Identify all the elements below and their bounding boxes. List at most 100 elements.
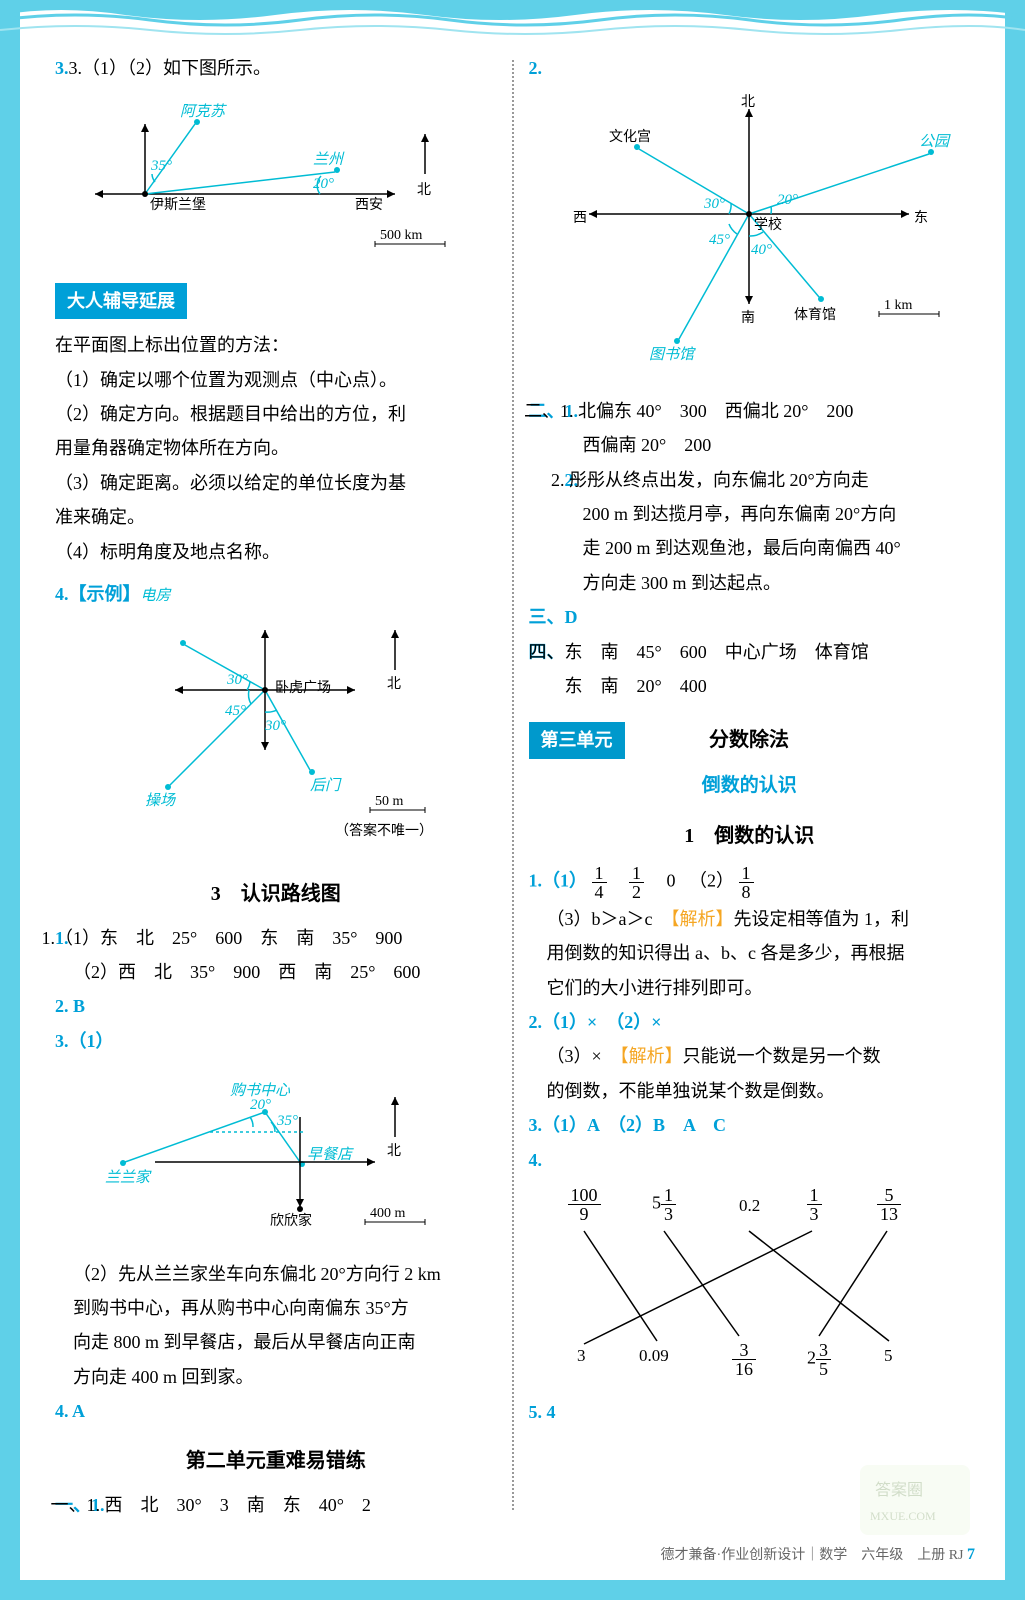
q4-label: 4.【示例】电房 (55, 578, 497, 610)
r4b: 东 南 20° 400 (529, 670, 971, 702)
svg-text:45°: 45° (225, 703, 246, 719)
svg-text:兰兰家: 兰兰家 (105, 1169, 152, 1186)
s3-q3-2a: （2）先从兰兰家坐车向东偏北 20°方向行 2 km (55, 1258, 497, 1290)
right-column: 2. 30° 20° (514, 50, 986, 1523)
r2-2d: 方向走 300 m 到达起点。 (529, 567, 971, 599)
svg-text:0.2: 0.2 (739, 1196, 760, 1215)
diagram-2-svg: 30° 45° 30° 卧虎广场 后门 操场 北 50 m (55, 620, 475, 850)
tip-line-2: （2）确定方向。根据题目中给出的方位，利 (55, 398, 497, 430)
frac-1-4: 14 (592, 864, 607, 901)
s3-q3-2c: 向走 800 m 到早餐店，最后从早餐店向正南 (55, 1326, 497, 1358)
sec1-title: 1 倒数的认识 (529, 818, 971, 854)
q2-1: 2.（1）× （2）× (529, 1006, 971, 1038)
q3: 3.（1）A （2）B A C (529, 1109, 971, 1141)
q2-3a: （3）× 【解析】只能说一个数是另一个数 (529, 1040, 971, 1072)
svg-text:40°: 40° (751, 242, 772, 258)
svg-text:500 km: 500 km (380, 228, 423, 243)
diagram-4: 30° 20° 45° 40° 文化宫 公园 学校 体育馆 图书馆 北 南 东 … (529, 94, 971, 384)
tip-line-6: （4）标明角度及地点名称。 (55, 536, 497, 568)
svg-text:西安: 西安 (355, 197, 383, 213)
q1-3d: 它们的大小进行排列即可。 (529, 972, 971, 1004)
svg-text:体育馆: 体育馆 (794, 307, 836, 323)
q4-label: 4. (529, 1144, 971, 1176)
s3-q1-1: 1.1.（1）东 北 25° 600 东 南 35° 900 (55, 922, 497, 954)
tip-line-0: 在平面图上标出位置的方法： (55, 329, 497, 361)
watermark-logo: 答案圈 MXUE.COM (860, 1465, 970, 1545)
r3: 三、D (529, 601, 971, 633)
svg-text:3: 3 (577, 1346, 586, 1365)
q1-3a: （3）b＞a＞c 【解析】先设定相等值为 1，利 (529, 903, 971, 935)
svg-text:北: 北 (387, 676, 401, 692)
svg-text:学校: 学校 (754, 216, 782, 233)
svg-text:1 km: 1 km (884, 298, 913, 313)
unit3-title: 分数除法 (709, 729, 789, 751)
svg-text:兰州: 兰州 (313, 151, 345, 168)
svg-text:20°: 20° (313, 176, 334, 192)
s3-q2: 2. B (55, 990, 497, 1022)
s3-q3-2d: 方向走 400 m 回到家。 (55, 1361, 497, 1393)
tip-line-3: 用量角器确定物体所在方向。 (55, 432, 497, 464)
svg-text:北: 北 (417, 182, 431, 198)
cross-svg: 1009 513 0.2 13 513 3 0.09 316 235 5 (529, 1186, 949, 1376)
s3-q3-2b: 到购书中心，再从购书中心向南偏东 35°方 (55, 1292, 497, 1324)
tip-title: 大人辅导延展 (55, 283, 187, 319)
svg-text:5: 5 (884, 1346, 893, 1365)
svg-text:20°: 20° (250, 1097, 271, 1113)
r2-1a: 二、1.二、1. 北偏东 40° 300 西偏北 20° 200 (529, 395, 971, 427)
diagram-2: 30° 45° 30° 卧虎广场 后门 操场 北 50 m (55, 620, 497, 860)
svg-text:30°: 30° (226, 672, 248, 688)
svg-text:400 m: 400 m (370, 1206, 406, 1221)
q1-line: 1.（1） 14 12 0 （2） 18 (529, 864, 971, 901)
svg-text:购书中心: 购书中心 (230, 1082, 291, 1099)
wave-border-top (0, 0, 1025, 40)
svg-text:公园: 公园 (919, 133, 951, 150)
svg-text:35°: 35° (276, 1113, 298, 1129)
unit3-header: 第三单元 分数除法 (529, 722, 971, 758)
page-footer: 德才兼备·作业创新设计｜数学 六年级 上册 RJ 7 (661, 1541, 975, 1570)
tip-line-1: （1）确定以哪个位置为观测点（中心点）。 (55, 364, 497, 396)
diagram-3-svg: 20° 35° 购书中心 兰兰家 早餐店 欣欣家 北 400 m (55, 1067, 475, 1237)
diagram-1-svg: 35° 20° 阿克苏 伊斯兰堡 兰州 西安 北 500 km (55, 94, 475, 254)
svg-text:30°: 30° (703, 196, 725, 212)
r2-2b: 200 m 到达揽月亭，再向东偏南 20°方向 (529, 498, 971, 530)
left-column: 3.3.（1）（2）如下图所示。 35° 20° 阿克苏 伊斯兰堡 (40, 50, 512, 1523)
unit2-title: 第二单元重难易错练 (55, 1443, 497, 1479)
svg-text:操场: 操场 (145, 792, 177, 809)
s3-q4: 4. A (55, 1395, 497, 1427)
svg-text:阿克苏: 阿克苏 (180, 103, 227, 120)
svg-text:30°: 30° (264, 718, 286, 734)
q3-intro: 3.3.（1）（2）如下图所示。 (55, 52, 497, 84)
svg-text:50 m: 50 m (375, 794, 404, 809)
r4a: 四、四、东 南 45° 600 中心广场 体育馆 (529, 636, 971, 668)
svg-text:35°: 35° (150, 158, 172, 174)
diagram-3: 20° 35° 购书中心 兰兰家 早餐店 欣欣家 北 400 m (55, 1067, 497, 1247)
main-content: 3.3.（1）（2）如下图所示。 35° 20° 阿克苏 伊斯兰堡 (0, 0, 1025, 1563)
svg-text:东: 东 (914, 210, 928, 226)
svg-text:西: 西 (573, 211, 587, 226)
s3-q1-2: （2）西 北 35° 900 西 南 25° 600 (55, 956, 497, 988)
cross-diagram: 1009 513 0.2 13 513 3 0.09 316 235 5 (529, 1186, 971, 1386)
r2-2c: 走 200 m 到达观鱼池，最后向南偏西 40° (529, 532, 971, 564)
diagram-1: 35° 20° 阿克苏 伊斯兰堡 兰州 西安 北 500 km (55, 94, 497, 264)
r-q2-label: 2. (529, 52, 971, 84)
svg-text:（答案不唯一）: （答案不唯一） (335, 822, 433, 839)
s3-q3-label: 3.（1） (55, 1025, 497, 1057)
svg-text:卧虎广场: 卧虎广场 (275, 680, 331, 696)
tip-line-5: 准来确定。 (55, 501, 497, 533)
q2-3c: 的倒数，不能单独说某个数是倒数。 (529, 1075, 971, 1107)
svg-text:北: 北 (741, 94, 755, 110)
tip-line-4: （3）确定距离。必须以给定的单位长度为基 (55, 467, 497, 499)
svg-text:答案圈: 答案圈 (875, 1481, 923, 1499)
svg-text:欣欣家: 欣欣家 (270, 1212, 312, 1229)
svg-text:早餐店: 早餐店 (307, 1146, 354, 1163)
section3-title: 3 认识路线图 (55, 876, 497, 912)
svg-text:45°: 45° (709, 232, 730, 248)
svg-text:20°: 20° (777, 192, 798, 208)
svg-text:北: 北 (387, 1143, 401, 1159)
sub-title: 倒数的认识 (529, 769, 971, 803)
u2-1: 一、1.一、1. 西 北 30° 3 南 东 40° 2 (55, 1489, 497, 1521)
svg-text:后门: 后门 (310, 777, 342, 794)
diagram-4-svg: 30° 20° 45° 40° 文化宫 公园 学校 体育馆 图书馆 北 南 东 … (529, 94, 969, 374)
svg-text:0.09: 0.09 (639, 1346, 669, 1365)
frac-1-2: 12 (629, 864, 644, 901)
